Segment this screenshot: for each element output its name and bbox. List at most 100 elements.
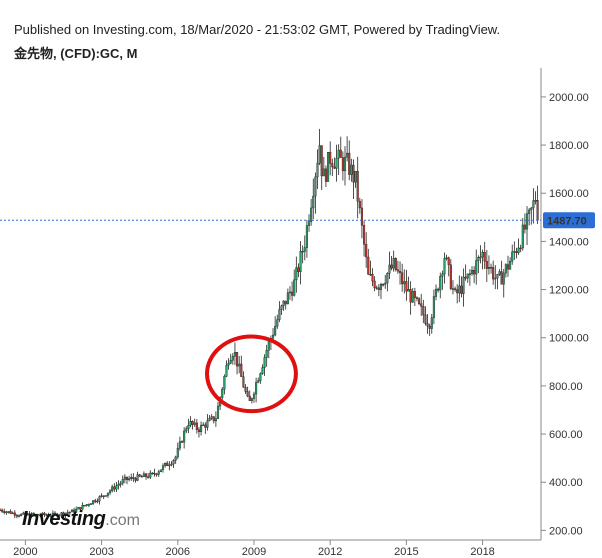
candle-body <box>92 500 95 504</box>
candle-body <box>155 473 158 476</box>
y-tick-label: 1400.00 <box>549 236 589 248</box>
candle-body <box>70 509 74 513</box>
candle-body <box>320 145 323 177</box>
candle-body <box>83 504 86 507</box>
candle-body <box>305 225 308 248</box>
candle-body <box>515 251 518 253</box>
candle-body <box>468 273 471 275</box>
candle-body <box>271 334 275 339</box>
candle-body <box>490 266 493 269</box>
candle-body <box>149 472 152 478</box>
candle-body <box>288 291 292 294</box>
candle-body <box>426 323 429 327</box>
candle-body <box>248 395 251 401</box>
candle-body <box>231 356 234 361</box>
candle-body <box>238 363 241 367</box>
candle-body <box>20 513 23 517</box>
last-price-label-text: 1487.70 <box>547 215 587 227</box>
candle-body <box>358 200 361 209</box>
candle-body <box>60 512 63 516</box>
x-tick-label: 2018 <box>470 546 494 558</box>
candle-body <box>447 257 450 266</box>
candle-body <box>301 250 304 253</box>
last-price-label-box <box>543 212 595 229</box>
candle-body <box>297 267 300 272</box>
logo-suffix: .com <box>105 512 140 529</box>
candle-body <box>449 264 452 289</box>
candle-body <box>434 288 438 297</box>
y-tick-label: 400.00 <box>549 477 583 489</box>
candle-body <box>329 152 332 164</box>
investing-logo[interactable]: Investing.com <box>22 508 140 531</box>
candle-body <box>394 258 397 270</box>
x-axis: 2000 2003 2006 2009 2012 2015 2018 <box>13 540 495 558</box>
candle-body <box>392 258 395 269</box>
candle-body <box>350 164 353 175</box>
candle-body <box>24 512 27 515</box>
candle-body <box>528 209 531 214</box>
candles <box>0 128 539 519</box>
candle-body <box>13 512 16 516</box>
candle-body <box>291 291 294 296</box>
candle-body <box>513 251 516 253</box>
candle-body <box>295 267 298 281</box>
candle-body <box>409 289 412 303</box>
candle-body <box>530 207 533 211</box>
candle-body <box>525 213 529 230</box>
candle-body <box>113 486 116 490</box>
candle-body <box>470 270 474 274</box>
candle-body <box>214 418 217 422</box>
candle-body <box>356 170 359 202</box>
candle-body <box>390 264 393 269</box>
candle-body <box>466 273 469 279</box>
candle-body <box>360 207 363 226</box>
y-tick-label: 1600.00 <box>549 188 589 200</box>
candle-body <box>441 273 444 277</box>
candle-body <box>56 513 59 517</box>
candle-body <box>377 287 380 290</box>
candle-body <box>164 462 167 466</box>
candle-body <box>216 405 220 419</box>
candle-body <box>191 421 194 425</box>
candle-body <box>506 264 510 270</box>
candle-body <box>185 428 188 432</box>
candle-body <box>223 376 226 390</box>
candle-body <box>492 267 495 280</box>
candle-body <box>77 507 80 510</box>
candle-body <box>324 168 328 182</box>
candle-body <box>159 469 162 473</box>
candle-body <box>200 424 203 433</box>
x-tick-label: 2012 <box>318 546 342 558</box>
candle-body <box>180 441 184 443</box>
x-tick-label: 2009 <box>242 546 266 558</box>
candle-body <box>100 495 103 497</box>
candle-body <box>371 273 374 282</box>
candle-body <box>138 474 141 477</box>
candle-body <box>388 264 391 274</box>
candle-body <box>168 464 171 467</box>
candle-body <box>458 285 461 294</box>
candle-body <box>274 326 277 336</box>
candle-body <box>45 514 48 516</box>
candle-body <box>523 224 526 230</box>
candle-body <box>128 478 131 480</box>
candle-body <box>293 279 296 296</box>
candle-body <box>85 504 88 506</box>
candle-body <box>259 373 262 381</box>
candle-body <box>178 441 181 449</box>
candle-body <box>34 513 38 516</box>
candle-body <box>147 476 150 478</box>
candle-body <box>229 360 232 364</box>
candle-body <box>348 152 351 175</box>
candle-body <box>221 388 224 398</box>
candle-body <box>479 256 482 259</box>
candle-body <box>41 512 44 516</box>
candle-body <box>403 281 406 285</box>
candle-body <box>43 512 46 515</box>
logo-text: Investing <box>22 508 106 530</box>
candle-body <box>263 357 266 368</box>
candle-body <box>87 504 90 506</box>
candle-body <box>430 317 433 329</box>
candle-body <box>22 512 25 515</box>
